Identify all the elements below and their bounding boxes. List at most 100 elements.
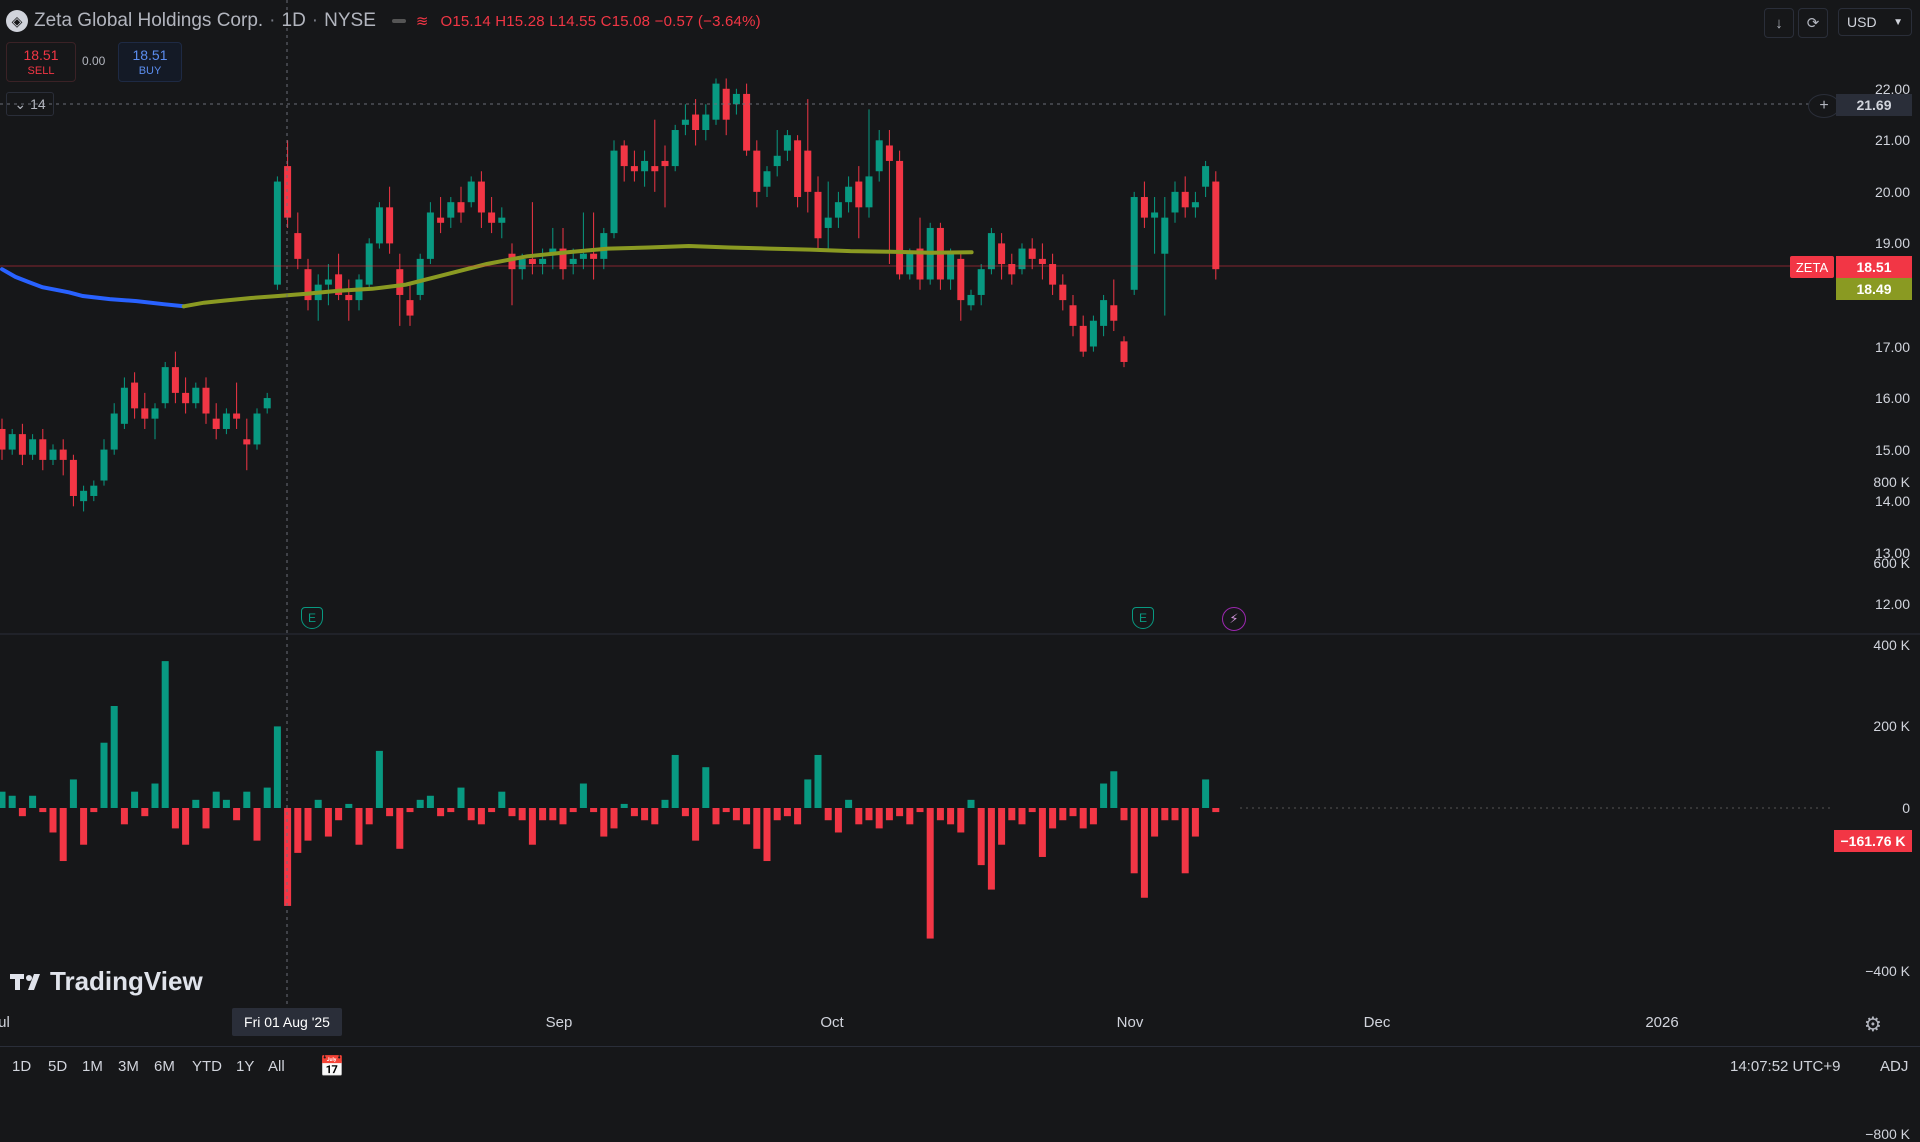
volume-bar: [1049, 808, 1057, 829]
volume-bar: [314, 799, 322, 808]
candle-body: [600, 233, 608, 259]
volume-bar: [528, 808, 536, 845]
range-button-all[interactable]: All: [268, 1058, 285, 1075]
range-button-6m[interactable]: 6M: [154, 1058, 175, 1075]
range-button-5d[interactable]: 5D: [48, 1058, 68, 1075]
symbol-legend[interactable]: ◈ Zeta Global Holdings Corp. · 1D · NYSE…: [6, 8, 761, 34]
volume-bar: [661, 799, 669, 808]
candle-body: [957, 258, 965, 301]
volume-bar: [447, 808, 455, 813]
volume-bar: [396, 808, 404, 849]
currency-select[interactable]: USD ▼: [1838, 8, 1912, 36]
symbol-name[interactable]: Zeta Global Holdings Corp.: [34, 10, 264, 31]
candle-body: [202, 387, 210, 414]
time-axis-label: Nov: [1116, 1014, 1144, 1031]
earnings-event-icon[interactable]: E: [1132, 607, 1154, 629]
dividend-lightning-icon[interactable]: ⚡: [1222, 607, 1246, 631]
candle-body: [59, 449, 67, 460]
volume-bar: [29, 795, 37, 808]
candle-body: [192, 387, 200, 404]
volume-bar: [222, 799, 230, 808]
candle-body: [773, 155, 781, 167]
volume-bar: [753, 808, 761, 849]
candle-body: [294, 233, 302, 259]
range-button-ytd[interactable]: YTD: [192, 1058, 222, 1075]
indicators-collapse-button[interactable]: ⌄ 14: [6, 92, 54, 116]
candle-body: [324, 279, 332, 285]
chevron-down-icon: ▼: [1893, 16, 1903, 28]
candle-body: [1161, 217, 1169, 254]
candle-body: [906, 253, 914, 275]
tradingview-logo[interactable]: TradingView: [10, 966, 203, 997]
candle-body: [987, 233, 995, 270]
volume-bar: [620, 803, 628, 808]
buy-button[interactable]: 18.51 BUY: [118, 42, 182, 82]
volume-bar: [834, 808, 842, 833]
download-button[interactable]: ↓: [1764, 8, 1794, 38]
volume-bar: [386, 808, 394, 817]
moving-average-value-label: 18.49: [1836, 278, 1912, 300]
sell-button[interactable]: 18.51 SELL: [6, 42, 76, 82]
chart-canvas[interactable]: [0, 0, 1920, 1046]
volume-bar: [1008, 808, 1016, 821]
earnings-event-icon[interactable]: E: [301, 607, 323, 629]
range-button-1m[interactable]: 1M: [82, 1058, 103, 1075]
volume-bar: [100, 742, 108, 808]
candle-body: [569, 258, 577, 265]
volume-bar: [284, 808, 292, 906]
candle-body: [69, 459, 77, 496]
price-axis-tick: 16.00: [1874, 390, 1910, 407]
range-button-3m[interactable]: 3M: [118, 1058, 139, 1075]
volume-bar: [141, 808, 149, 817]
price-axis-tick: 12.00: [1874, 596, 1910, 613]
range-button-1y[interactable]: 1Y: [236, 1058, 255, 1075]
price-axis-tick: 14.00: [1874, 493, 1910, 510]
go-to-date-calendar-icon[interactable]: 📅: [319, 1055, 345, 1078]
volume-bar: [539, 808, 547, 821]
adjustment-toggle[interactable]: ADJ: [1880, 1058, 1909, 1075]
volume-bar: [967, 799, 975, 808]
volume-bar: [1161, 808, 1169, 821]
timezone-clock[interactable]: 14:07:52 UTC+9: [1730, 1058, 1841, 1075]
candle-body: [559, 248, 567, 270]
interval-label[interactable]: 1D: [281, 10, 306, 31]
candle-body: [1089, 320, 1097, 347]
volume-bar: [69, 779, 77, 808]
separator-dot: ·: [311, 10, 319, 31]
volume-bar: [1038, 808, 1046, 857]
candle-body: [345, 294, 353, 301]
download-icon: ↓: [1775, 14, 1783, 32]
gear-icon[interactable]: ⚙: [1864, 1014, 1882, 1036]
candle-body: [1059, 284, 1067, 301]
volume-bar: [855, 808, 863, 825]
indicator-wave-icon[interactable]: ≋: [415, 13, 429, 30]
candle-body: [671, 130, 679, 167]
candle-body: [1212, 181, 1220, 270]
sync-button[interactable]: ⟳: [1798, 8, 1828, 38]
volume-bar: [18, 808, 26, 817]
volume-bar: [712, 808, 720, 825]
range-button-1d[interactable]: 1D: [12, 1058, 32, 1075]
visibility-toggle-icon[interactable]: [391, 19, 406, 23]
candle-body: [1130, 197, 1138, 290]
candle-body: [661, 160, 669, 167]
volume-bar: [120, 808, 128, 825]
volume-bar: [641, 808, 649, 821]
candle-body: [141, 408, 149, 419]
volume-axis-tick: −800 K: [1865, 1126, 1910, 1142]
volume-bar: [722, 808, 730, 813]
candle-body: [416, 258, 424, 295]
candle-body: [284, 166, 292, 218]
volume-bar: [488, 808, 496, 813]
volume-bar: [559, 808, 567, 825]
high-value: H15.28: [495, 12, 545, 30]
volume-bar: [233, 808, 241, 821]
candle-body: [1151, 212, 1159, 218]
volume-bar: [732, 808, 740, 821]
volume-axis-tick: 0: [1902, 800, 1910, 816]
candle-body: [1110, 305, 1118, 321]
tradingview-logo-icon: [10, 973, 40, 990]
volume-bar: [477, 808, 485, 825]
price-axis-tick: 21.00: [1874, 132, 1910, 149]
volume-bar: [80, 808, 88, 845]
